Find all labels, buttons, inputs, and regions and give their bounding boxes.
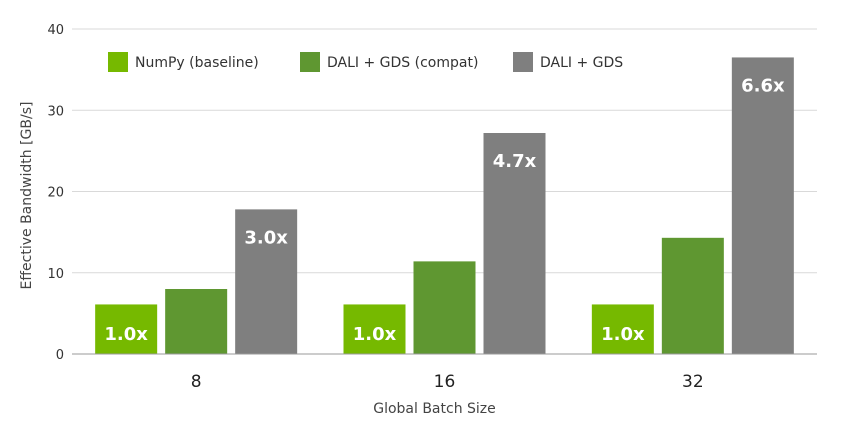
bar-data-label: 6.6x bbox=[741, 75, 785, 96]
x-tick-label: 8 bbox=[191, 372, 202, 392]
x-tick-label: 32 bbox=[682, 372, 704, 392]
bar-32-2 bbox=[731, 57, 794, 354]
bar-8-1 bbox=[165, 289, 228, 354]
bar-data-label: 3.0x bbox=[244, 227, 288, 248]
legend-swatch bbox=[108, 52, 128, 72]
legend-label: NumPy (baseline) bbox=[135, 55, 259, 71]
y-tick-label: 10 bbox=[47, 267, 64, 282]
legend-label: DALI + GDS bbox=[540, 55, 623, 71]
bar-data-label: 1.0x bbox=[601, 324, 645, 345]
bar-16-2 bbox=[483, 133, 546, 354]
x-axis-title: Global Batch Size bbox=[373, 401, 496, 417]
legend-swatch bbox=[300, 52, 320, 72]
y-axis-title: Effective Bandwidth [GB/s] bbox=[19, 102, 35, 290]
y-tick-labels: 0 10 20 30 40 bbox=[47, 23, 64, 363]
legend: NumPy (baseline) DALI + GDS (compat) DALI … bbox=[108, 52, 623, 72]
bar-8-2 bbox=[235, 209, 298, 354]
bar-data-label: 1.0x bbox=[104, 324, 148, 345]
bar-data-label: 1.0x bbox=[353, 324, 397, 345]
y-tick-label: 40 bbox=[47, 23, 64, 38]
bar-labels: 1.0x 3.0x 1.0x 4.7x 1.0x 6.6x bbox=[104, 75, 785, 345]
bar-16-0 bbox=[343, 304, 406, 354]
bar-32-1 bbox=[661, 237, 724, 354]
x-tick-label: 16 bbox=[434, 372, 456, 392]
bars bbox=[95, 57, 794, 354]
y-tick-label: 20 bbox=[47, 186, 64, 201]
legend-swatch bbox=[513, 52, 533, 72]
bar-data-label: 4.7x bbox=[493, 151, 537, 172]
y-tick-label: 30 bbox=[47, 104, 64, 119]
bar-8-0 bbox=[95, 304, 158, 354]
y-tick-label: 0 bbox=[56, 348, 64, 363]
bar-16-1 bbox=[413, 261, 476, 354]
legend-label: DALI + GDS (compat) bbox=[327, 55, 478, 71]
bar-32-0 bbox=[591, 304, 654, 354]
x-tick-labels: 8 16 32 bbox=[191, 372, 704, 392]
